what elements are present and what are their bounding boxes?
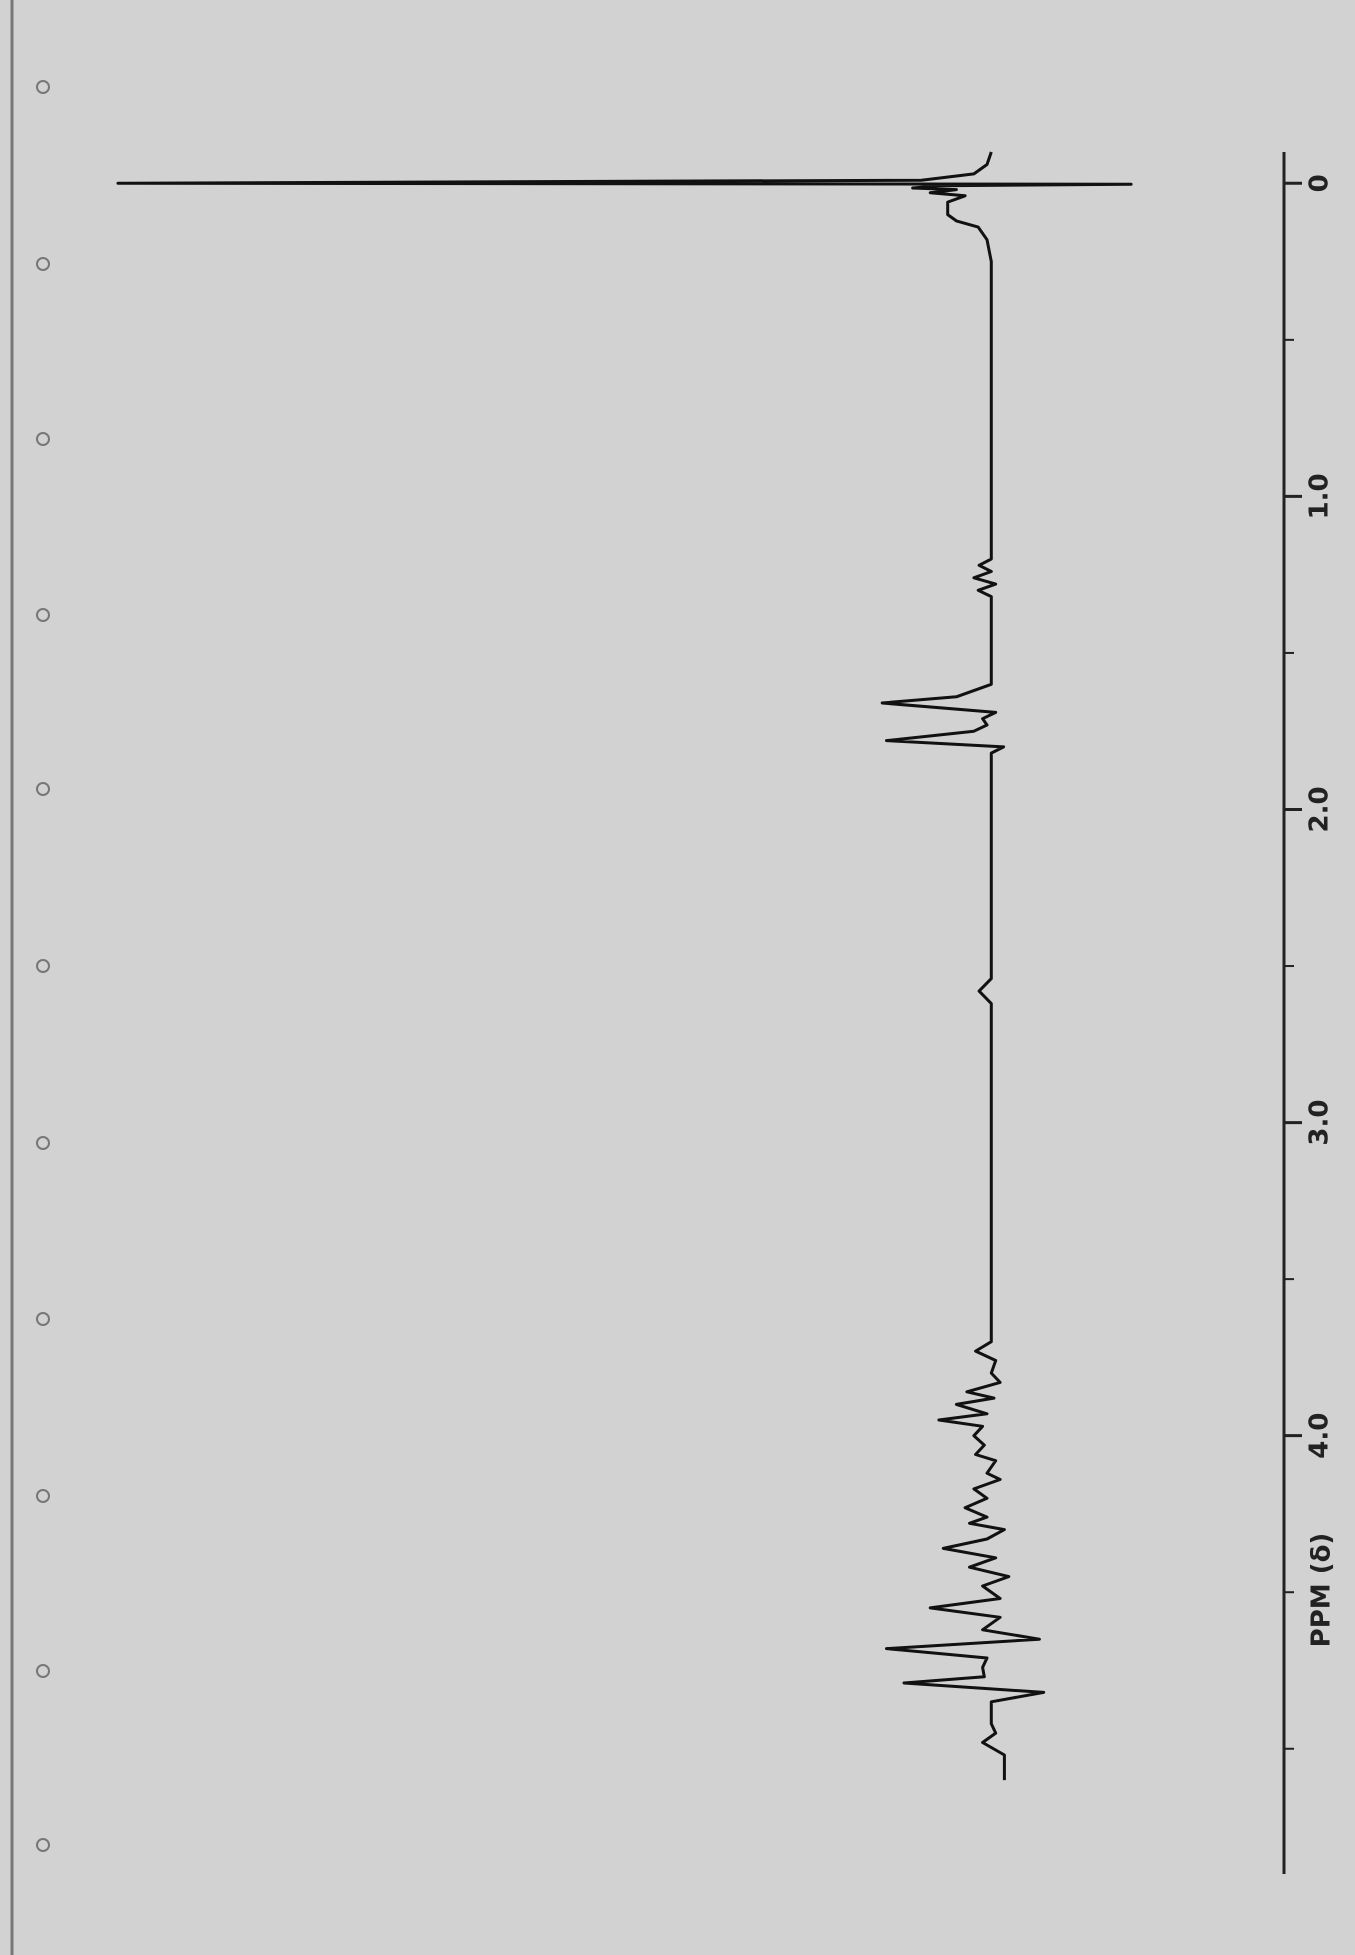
x-tick-label: 2.0 — [1305, 786, 1335, 832]
x-axis-label: PPM (δ) — [1307, 1533, 1337, 1648]
x-tick-label: 3.0 — [1305, 1100, 1335, 1146]
punch-holes — [36, 80, 50, 1852]
x-tick-label: 0 — [1305, 174, 1335, 192]
x-tick-label: 1.0 — [1305, 473, 1335, 519]
spectrum-line — [116, 151, 1133, 1781]
x-tick-label: 4.0 — [1305, 1413, 1335, 1459]
